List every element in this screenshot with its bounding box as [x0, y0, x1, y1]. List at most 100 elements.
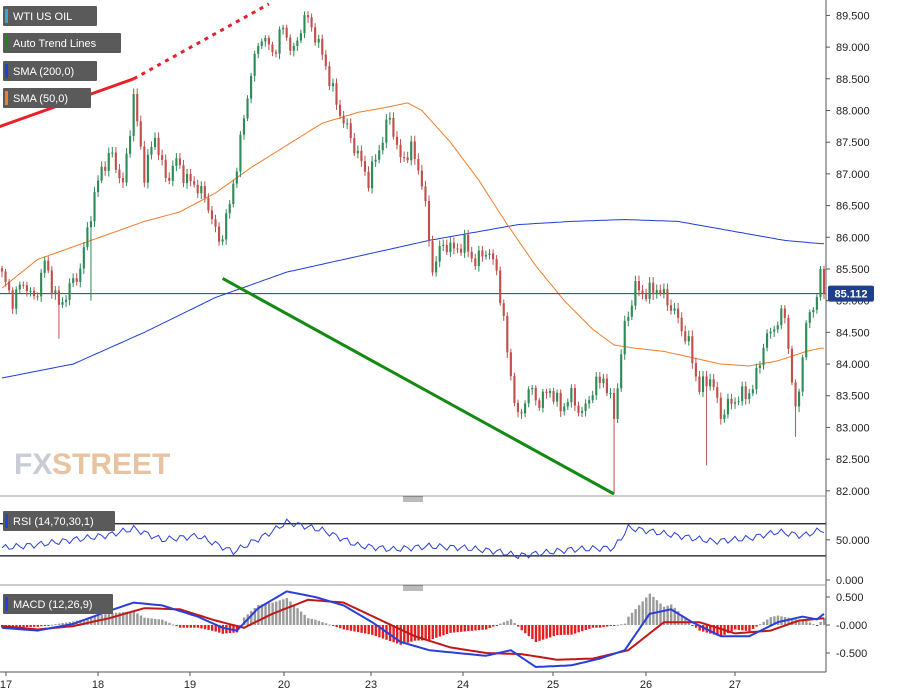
macd-histogram-bar: [417, 625, 420, 641]
candle-body: [97, 180, 100, 193]
candle-body: [271, 44, 274, 53]
candle-body: [790, 348, 794, 383]
x-tick-label: 26: [640, 679, 652, 691]
y-tick-label: 82.500: [836, 454, 870, 466]
rsi-panel: 50.000 0.000: [0, 518, 870, 587]
macd-histogram-bar: [278, 600, 281, 625]
macd-histogram-bar: [627, 616, 630, 625]
macd-histogram-bar: [132, 611, 136, 625]
candle-body: [709, 379, 712, 387]
candle-body: [595, 376, 598, 396]
macd-histogram-bar: [193, 625, 196, 628]
candle-body: [0, 268, 4, 272]
candle-body: [591, 395, 594, 401]
y-tick-label: 85.500: [836, 264, 870, 276]
trend-line-support: [221, 277, 615, 496]
candle-body: [257, 45, 260, 54]
candle-body: [43, 260, 46, 273]
candle-body: [406, 157, 409, 161]
candle-body: [125, 153, 128, 183]
macd-histogram-bar: [125, 611, 128, 625]
candle-body: [335, 83, 338, 105]
candle-body: [68, 283, 71, 300]
candle-body: [143, 146, 146, 183]
macd-histogram-bar: [776, 615, 780, 625]
macd-histogram-bar: [413, 625, 417, 641]
candle-body: [72, 278, 75, 284]
candle-body: [378, 150, 381, 160]
candle-body: [374, 159, 377, 162]
macd-histogram-bar: [734, 625, 737, 630]
candle-body: [730, 398, 733, 404]
macd-histogram-bar: [823, 617, 826, 625]
legend-trend-lines-swatch: [5, 36, 8, 50]
macd-histogram-bar: [143, 617, 146, 625]
candle-body: [794, 382, 797, 407]
macd-histogram-bar: [367, 625, 370, 635]
candle-body: [363, 161, 367, 172]
candle-body: [787, 317, 790, 349]
legend-trend-lines[interactable]: Auto Trend Lines: [3, 33, 121, 53]
macd-histogram-bar: [435, 625, 438, 638]
candle-body: [89, 221, 93, 228]
macd-histogram-bar: [356, 625, 360, 633]
macd-histogram-bar: [307, 618, 310, 625]
candle-body: [371, 161, 374, 189]
candle-body: [488, 253, 491, 255]
candle-body: [733, 402, 737, 404]
candle-body: [54, 290, 57, 295]
candle-body: [655, 290, 658, 295]
legend-sma200[interactable]: SMA (200,0): [3, 61, 97, 81]
legend-macd[interactable]: MACD (12,26,9): [3, 594, 113, 614]
rsi-tick-label: 0.000: [836, 575, 864, 587]
candle-body: [242, 118, 246, 135]
candle-body: [616, 388, 619, 419]
candle-body: [171, 165, 174, 181]
candle-body: [25, 285, 28, 292]
candle-body: [751, 389, 754, 394]
legend-trend-lines-label: Auto Trend Lines: [13, 38, 97, 50]
legend-trend-lines-box: [3, 33, 121, 53]
candle-body: [527, 389, 530, 404]
legend-sma50[interactable]: SMA (50,0): [3, 88, 91, 108]
candle-body: [193, 181, 196, 185]
macd-histogram-bar: [577, 625, 580, 633]
macd-histogram-bar: [605, 625, 609, 627]
candle-body: [32, 290, 36, 297]
candle-body: [310, 17, 313, 28]
macd-histogram-bar: [235, 625, 239, 633]
macd-histogram-bar: [470, 625, 474, 631]
legend-rsi[interactable]: RSI (14,70,30,1): [3, 511, 115, 531]
macd-histogram-bar: [531, 625, 534, 640]
macd-histogram-bar: [588, 625, 591, 629]
candle-body: [634, 281, 637, 306]
macd-histogram-bar: [488, 625, 491, 629]
macd-signal-line: [1, 598, 825, 661]
macd-histogram-bar: [214, 625, 217, 632]
y-tick-label: 84.500: [836, 327, 870, 339]
macd-histogram-bar: [200, 625, 203, 629]
macd-histogram-bar: [410, 625, 413, 642]
candle-body: [4, 271, 7, 282]
macd-histogram-bar: [129, 611, 132, 625]
candle-body: [18, 284, 21, 290]
macd-histogram-bar: [424, 625, 427, 641]
macd-histogram-bar: [645, 597, 648, 625]
candle-body: [86, 227, 89, 248]
candle-body: [317, 38, 320, 43]
panel-resize-handle[interactable]: [403, 585, 423, 591]
candle-body: [506, 315, 509, 353]
candle-body: [314, 27, 317, 43]
macd-histogram-bar: [203, 625, 207, 630]
macd-histogram-bar: [264, 603, 267, 625]
panel-resize-handle[interactable]: [403, 496, 423, 502]
candle-body: [50, 270, 53, 295]
macd-histogram-bar: [154, 618, 157, 625]
macd-histogram-bar: [698, 625, 701, 631]
candle-body: [403, 157, 406, 159]
legend-symbol[interactable]: WTI US OIL: [3, 6, 97, 26]
macd-histogram-bar: [395, 625, 399, 644]
candles: [0, 11, 826, 494]
candle-body: [381, 142, 384, 151]
macd-histogram-bar: [65, 622, 68, 625]
